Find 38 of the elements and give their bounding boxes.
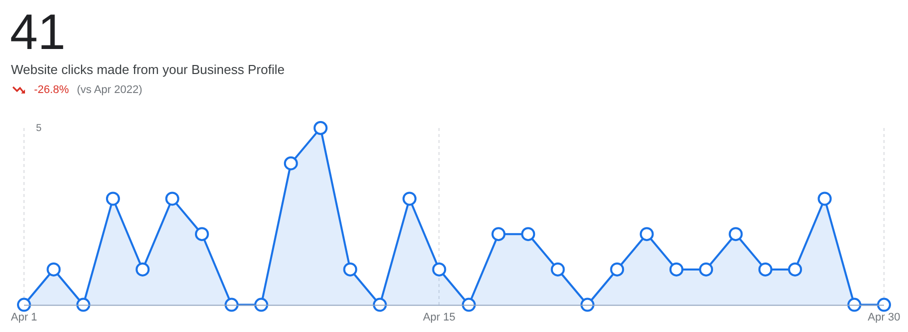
point	[46, 262, 61, 276]
point	[314, 121, 328, 135]
point	[462, 298, 476, 312]
point	[194, 227, 209, 242]
point	[521, 227, 536, 242]
point	[372, 298, 387, 312]
point	[728, 227, 743, 242]
point	[402, 192, 417, 206]
text: -26.8%	[34, 84, 69, 96]
point	[877, 298, 891, 312]
chart-subtitle: Website clicks made from your Business Profile	[11, 62, 285, 77]
point	[758, 262, 772, 276]
point	[17, 298, 31, 312]
point	[254, 298, 268, 312]
point	[165, 192, 180, 206]
text: (vs Apr 2022)	[76, 84, 142, 96]
point	[432, 262, 446, 276]
annotation: 5	[36, 122, 42, 134]
chart-title: 41	[10, 3, 66, 62]
point	[284, 156, 298, 170]
point	[224, 298, 239, 312]
point	[76, 298, 90, 312]
x-tick-label: Apr 1	[10, 311, 38, 324]
point	[491, 227, 506, 242]
point	[580, 298, 594, 312]
point	[847, 298, 862, 312]
x-tick-label: Apr 30	[868, 311, 900, 324]
x-tick-label: Apr 15	[422, 311, 456, 324]
point	[699, 262, 714, 276]
point	[550, 262, 565, 276]
point	[106, 192, 120, 206]
point	[640, 227, 654, 242]
point	[818, 192, 832, 206]
point	[343, 262, 358, 276]
point	[136, 262, 150, 276]
point	[788, 262, 802, 276]
point	[669, 262, 684, 276]
point	[610, 262, 624, 276]
